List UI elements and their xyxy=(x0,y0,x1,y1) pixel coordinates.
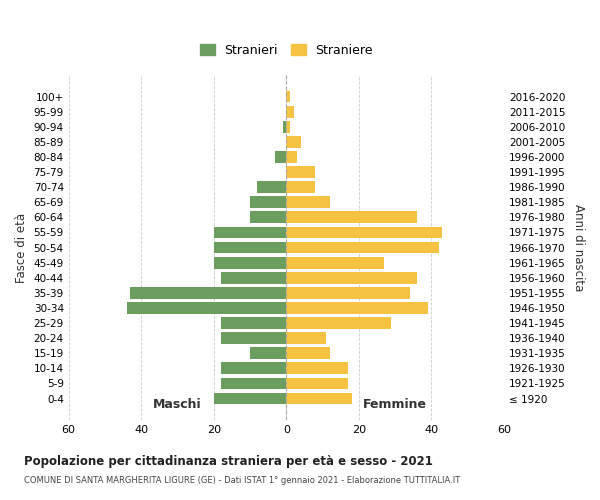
Bar xyxy=(250,212,286,223)
Bar xyxy=(286,332,326,344)
Bar xyxy=(214,226,286,238)
Bar xyxy=(214,257,286,268)
Bar xyxy=(286,181,316,193)
Bar xyxy=(286,317,391,329)
Bar xyxy=(286,212,417,223)
Bar xyxy=(286,362,348,374)
Bar xyxy=(286,226,442,238)
Bar xyxy=(214,242,286,254)
Bar xyxy=(286,392,352,404)
Bar xyxy=(286,166,316,178)
Bar xyxy=(286,272,417,283)
Y-axis label: Fasce di età: Fasce di età xyxy=(15,212,28,282)
Bar xyxy=(286,196,330,208)
Text: Femmine: Femmine xyxy=(363,398,427,411)
Bar xyxy=(286,242,439,254)
Bar xyxy=(286,106,293,118)
Text: Maschi: Maschi xyxy=(153,398,202,411)
Bar xyxy=(214,392,286,404)
Bar xyxy=(286,257,384,268)
Bar xyxy=(286,302,428,314)
Bar xyxy=(221,378,286,390)
Text: Popolazione per cittadinanza straniera per età e sesso - 2021: Popolazione per cittadinanza straniera p… xyxy=(24,455,433,468)
Bar xyxy=(221,332,286,344)
Bar xyxy=(286,348,330,359)
Bar xyxy=(221,362,286,374)
Bar xyxy=(286,151,297,163)
Bar xyxy=(286,287,410,298)
Bar xyxy=(127,302,286,314)
Bar xyxy=(286,90,290,102)
Y-axis label: Anni di nascita: Anni di nascita xyxy=(572,204,585,291)
Legend: Stranieri, Straniere: Stranieri, Straniere xyxy=(196,40,377,60)
Bar xyxy=(221,317,286,329)
Bar xyxy=(221,272,286,283)
Bar xyxy=(257,181,286,193)
Bar xyxy=(286,121,290,132)
Bar xyxy=(250,196,286,208)
Bar xyxy=(130,287,286,298)
Bar xyxy=(283,121,286,132)
Bar xyxy=(275,151,286,163)
Bar xyxy=(286,136,301,147)
Bar xyxy=(286,378,348,390)
Bar xyxy=(250,348,286,359)
Text: COMUNE DI SANTA MARGHERITA LIGURE (GE) - Dati ISTAT 1° gennaio 2021 - Elaborazio: COMUNE DI SANTA MARGHERITA LIGURE (GE) -… xyxy=(24,476,460,485)
